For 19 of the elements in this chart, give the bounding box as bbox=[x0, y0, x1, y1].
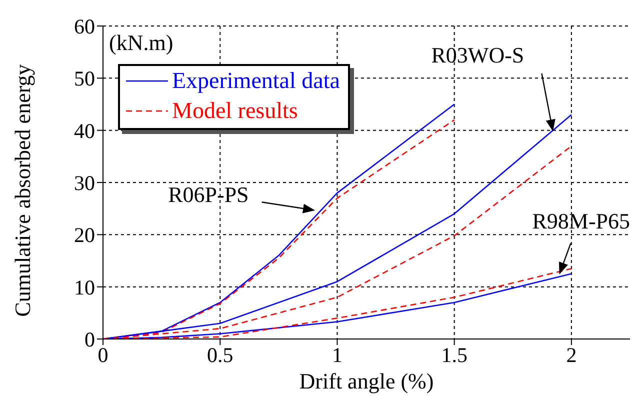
x-tick-label: 1.5 bbox=[441, 342, 468, 367]
y-tick-label: 10 bbox=[74, 275, 95, 300]
y-tick-label: 20 bbox=[74, 223, 95, 248]
y-tick-label: 60 bbox=[74, 14, 95, 38]
x-axis-title: Drift angle (%) bbox=[299, 368, 434, 394]
y-tick-label: 30 bbox=[74, 170, 95, 195]
y-tick-label: 40 bbox=[74, 118, 95, 143]
y-tick-label: 50 bbox=[74, 66, 95, 91]
annotation: R98M-P65 bbox=[532, 208, 630, 234]
y-axis-title: Cumulative absorbed energy bbox=[10, 64, 35, 317]
y-tick-label: 0 bbox=[84, 327, 95, 352]
x-tick-label: 0.5 bbox=[206, 342, 234, 367]
annotation: (kN.m) bbox=[109, 30, 174, 55]
x-tick-label: 1 bbox=[332, 342, 342, 367]
legend-label: Experimental data bbox=[172, 67, 340, 95]
annotation: R06P-PS bbox=[168, 182, 249, 208]
x-tick-label: 2 bbox=[566, 342, 577, 367]
annotation: R03WO-S bbox=[431, 42, 524, 68]
legend-label: Model results bbox=[172, 97, 298, 125]
